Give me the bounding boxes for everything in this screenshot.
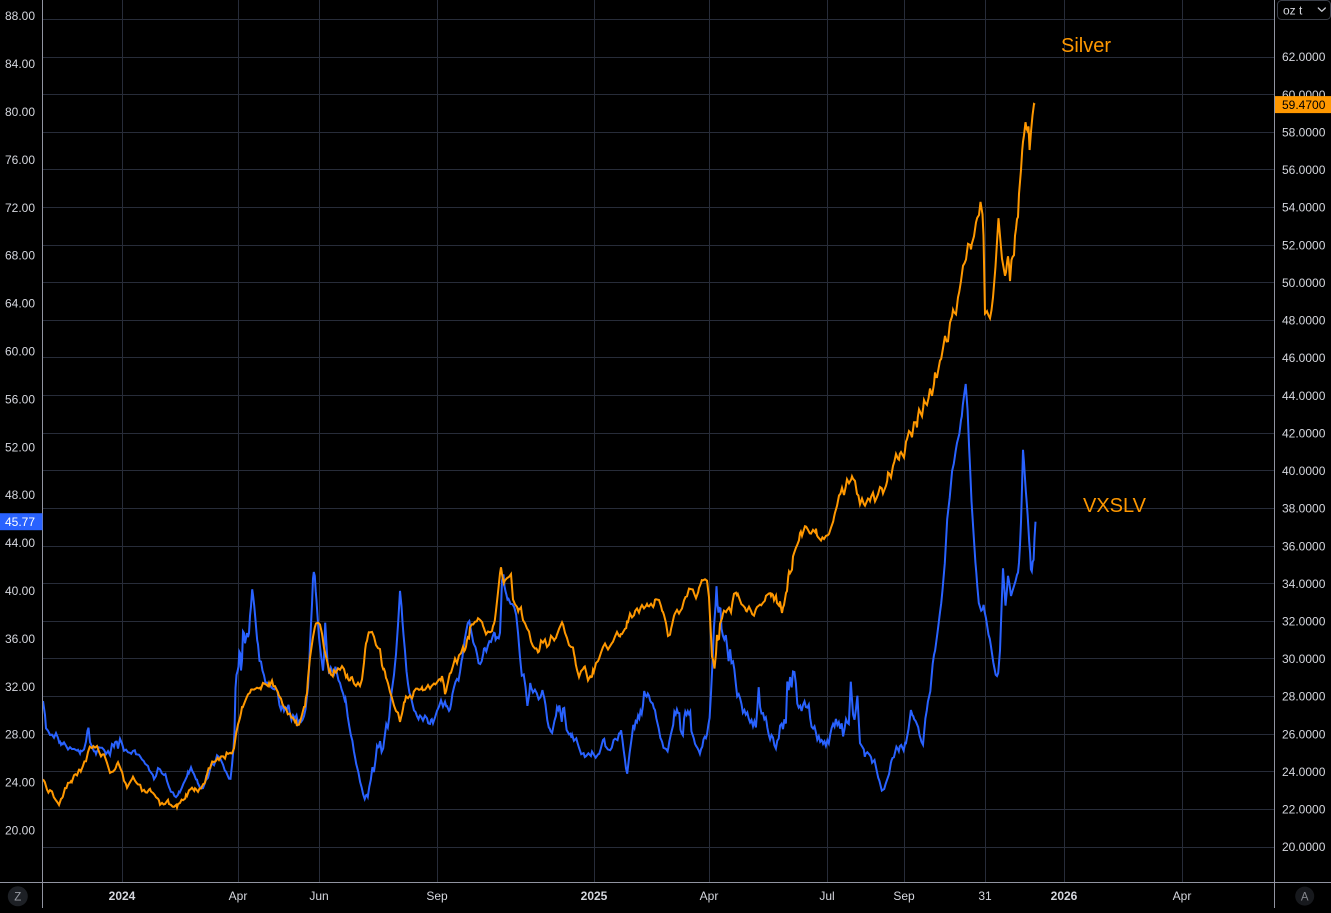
svg-text:64.00: 64.00 [5, 297, 35, 311]
svg-text:88.00: 88.00 [5, 9, 35, 23]
svg-text:A: A [1301, 891, 1309, 903]
svg-text:40.00: 40.00 [5, 584, 35, 598]
svg-text:62.0000: 62.0000 [1282, 50, 1326, 64]
svg-text:59.4700: 59.4700 [1282, 98, 1326, 112]
svg-text:31: 31 [978, 889, 992, 903]
svg-text:58.0000: 58.0000 [1282, 125, 1326, 139]
svg-text:Jul: Jul [819, 889, 834, 903]
svg-text:45.77: 45.77 [5, 515, 35, 529]
svg-text:68.00: 68.00 [5, 249, 35, 263]
svg-text:22.0000: 22.0000 [1282, 803, 1326, 817]
svg-text:48.00: 48.00 [5, 488, 35, 502]
svg-text:Jun: Jun [309, 889, 328, 903]
svg-text:34.0000: 34.0000 [1282, 577, 1326, 591]
svg-text:40.0000: 40.0000 [1282, 464, 1326, 478]
svg-text:oz t: oz t [1283, 4, 1303, 18]
svg-text:Apr: Apr [1173, 889, 1192, 903]
svg-text:46.0000: 46.0000 [1282, 351, 1326, 365]
svg-text:44.0000: 44.0000 [1282, 389, 1326, 403]
svg-text:Apr: Apr [700, 889, 719, 903]
svg-text:2025: 2025 [581, 889, 608, 903]
svg-text:Z: Z [14, 892, 21, 904]
svg-text:76.00: 76.00 [5, 153, 35, 167]
svg-text:Sep: Sep [893, 889, 915, 903]
svg-text:36.00: 36.00 [5, 632, 35, 646]
svg-text:32.00: 32.00 [5, 680, 35, 694]
svg-text:72.00: 72.00 [5, 201, 35, 215]
svg-text:24.0000: 24.0000 [1282, 765, 1326, 779]
svg-text:56.0000: 56.0000 [1282, 163, 1326, 177]
svg-text:52.00: 52.00 [5, 440, 35, 454]
svg-text:44.00: 44.00 [5, 536, 35, 550]
svg-text:52.0000: 52.0000 [1282, 238, 1326, 252]
svg-text:38.0000: 38.0000 [1282, 502, 1326, 516]
svg-text:84.00: 84.00 [5, 57, 35, 71]
svg-text:26.0000: 26.0000 [1282, 727, 1326, 741]
svg-text:50.0000: 50.0000 [1282, 276, 1326, 290]
svg-text:36.0000: 36.0000 [1282, 539, 1326, 553]
svg-text:Apr: Apr [229, 889, 248, 903]
svg-text:2026: 2026 [1051, 889, 1078, 903]
svg-text:28.00: 28.00 [5, 728, 35, 742]
svg-text:54.0000: 54.0000 [1282, 201, 1326, 215]
svg-text:32.0000: 32.0000 [1282, 615, 1326, 629]
svg-text:2024: 2024 [109, 889, 136, 903]
svg-text:24.00: 24.00 [5, 776, 35, 790]
svg-text:60.00: 60.00 [5, 345, 35, 359]
svg-text:30.0000: 30.0000 [1282, 652, 1326, 666]
svg-text:Silver: Silver [1061, 35, 1111, 57]
svg-text:VXSLV: VXSLV [1083, 495, 1147, 517]
svg-text:20.00: 20.00 [5, 824, 35, 838]
svg-text:56.00: 56.00 [5, 392, 35, 406]
svg-text:42.0000: 42.0000 [1282, 426, 1326, 440]
svg-text:80.00: 80.00 [5, 105, 35, 119]
svg-text:48.0000: 48.0000 [1282, 314, 1326, 328]
svg-text:Sep: Sep [426, 889, 448, 903]
svg-text:20.0000: 20.0000 [1282, 840, 1326, 854]
svg-text:28.0000: 28.0000 [1282, 690, 1326, 704]
